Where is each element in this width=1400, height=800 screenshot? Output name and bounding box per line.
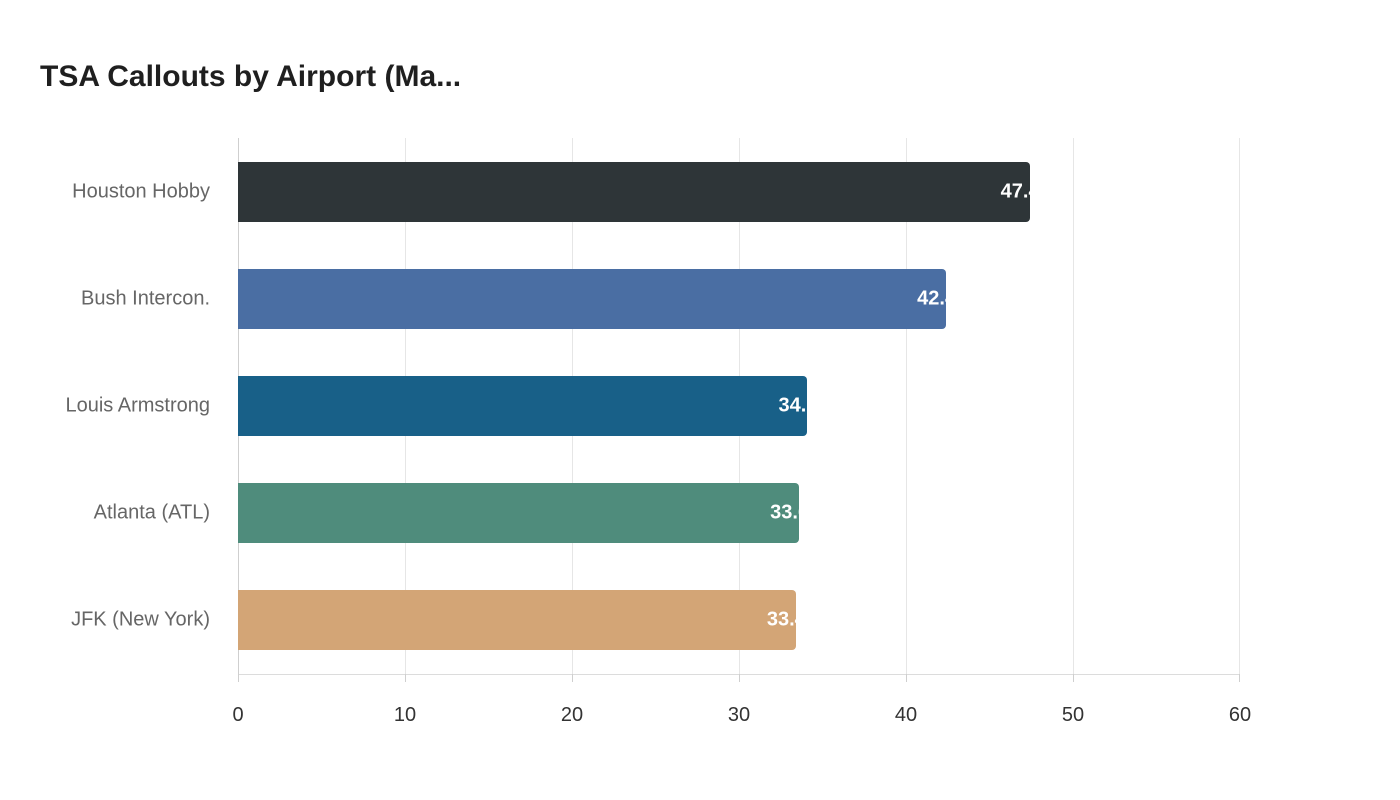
bar-value-label: 33.4	[766, 608, 796, 631]
x-tick-label: 0	[232, 704, 244, 726]
bar-value-label: 47.4	[1000, 180, 1030, 203]
bar-value-label: 34.1	[778, 394, 808, 417]
bar-houston-hobby[interactable]: 47.4	[238, 162, 1030, 222]
bar-louis-armstrong[interactable]: 34.1	[238, 376, 808, 436]
bar-atlanta[interactable]: 33.6	[238, 483, 800, 543]
x-tick	[739, 674, 740, 682]
gridline	[1073, 138, 1074, 674]
x-tick-label: 30	[727, 704, 751, 726]
bar-value-label: 42.4	[917, 287, 946, 310]
gridline	[1239, 138, 1240, 674]
x-tick-label: 10	[393, 704, 417, 726]
x-tick-label: 20	[560, 704, 584, 726]
bar-value-label: 33.6	[770, 501, 799, 524]
x-tick	[238, 674, 239, 682]
x-tick	[572, 674, 573, 682]
gridline	[906, 138, 907, 674]
bar-bush-intercon[interactable]: 42.4	[238, 269, 947, 329]
x-tick-label: 50	[1061, 704, 1085, 726]
category-label: Houston Hobby	[72, 180, 210, 203]
bar-jfk[interactable]: 33.4	[238, 590, 796, 650]
category-label: JFK (New York)	[71, 608, 210, 631]
category-label: Atlanta (ATL)	[93, 501, 210, 524]
x-tick-label: 40	[894, 704, 918, 726]
x-tick	[906, 674, 907, 682]
x-tick	[1239, 674, 1240, 682]
x-tick	[405, 674, 406, 682]
category-label: Louis Armstrong	[65, 394, 210, 417]
x-tick	[1073, 674, 1074, 682]
chart-title: TSA Callouts by Airport (Ma...	[40, 60, 462, 93]
x-tick-label: 60	[1228, 704, 1252, 726]
category-label: Bush Intercon.	[81, 287, 210, 310]
